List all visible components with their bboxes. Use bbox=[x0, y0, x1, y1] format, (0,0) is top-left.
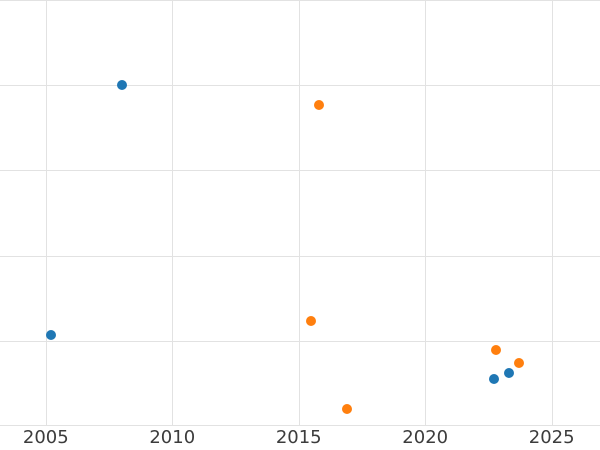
gridline-vertical bbox=[45, 0, 47, 426]
scatter-point-orange-series bbox=[491, 345, 502, 356]
gridline-horizontal bbox=[0, 255, 600, 257]
scatter-point-blue-series bbox=[488, 374, 499, 385]
scatter-point-orange-series bbox=[306, 316, 317, 327]
x-tick-label: 2020 bbox=[402, 427, 449, 448]
gridline-vertical bbox=[425, 0, 427, 426]
scatter-point-blue-series bbox=[116, 80, 127, 91]
gridline-horizontal bbox=[0, 85, 600, 87]
gridline-horizontal bbox=[0, 0, 600, 1]
x-tick-label: 2010 bbox=[149, 427, 196, 448]
x-tick-label: 2025 bbox=[528, 427, 575, 448]
x-tick-label: 2015 bbox=[275, 427, 322, 448]
scatter-point-orange-series bbox=[513, 357, 524, 368]
x-tick-label: 2005 bbox=[22, 427, 69, 448]
gridline-horizontal bbox=[0, 340, 600, 342]
x-axis: 2005 2010 2015 2020 2025 bbox=[0, 426, 600, 450]
gridline-horizontal bbox=[0, 425, 600, 426]
gridline-vertical bbox=[172, 0, 174, 426]
scatter-point-orange-series bbox=[341, 403, 352, 414]
plot-area bbox=[0, 0, 600, 426]
scatter-point-blue-series bbox=[45, 329, 56, 340]
scatter-point-blue-series bbox=[503, 368, 514, 379]
gridline-horizontal bbox=[0, 170, 600, 172]
gridline-vertical bbox=[551, 0, 553, 426]
scatter-point-orange-series bbox=[313, 99, 324, 110]
gridline-vertical bbox=[298, 0, 300, 426]
